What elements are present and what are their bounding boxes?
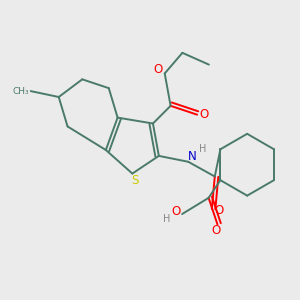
Text: O: O <box>171 205 180 218</box>
Text: CH₃: CH₃ <box>13 87 29 96</box>
Text: N: N <box>188 150 197 163</box>
Text: H: H <box>199 144 207 154</box>
Text: O: O <box>199 108 208 121</box>
Text: O: O <box>214 204 224 217</box>
Text: O: O <box>154 62 163 76</box>
Text: H: H <box>163 214 170 224</box>
Text: S: S <box>132 173 139 187</box>
Text: O: O <box>212 224 220 237</box>
